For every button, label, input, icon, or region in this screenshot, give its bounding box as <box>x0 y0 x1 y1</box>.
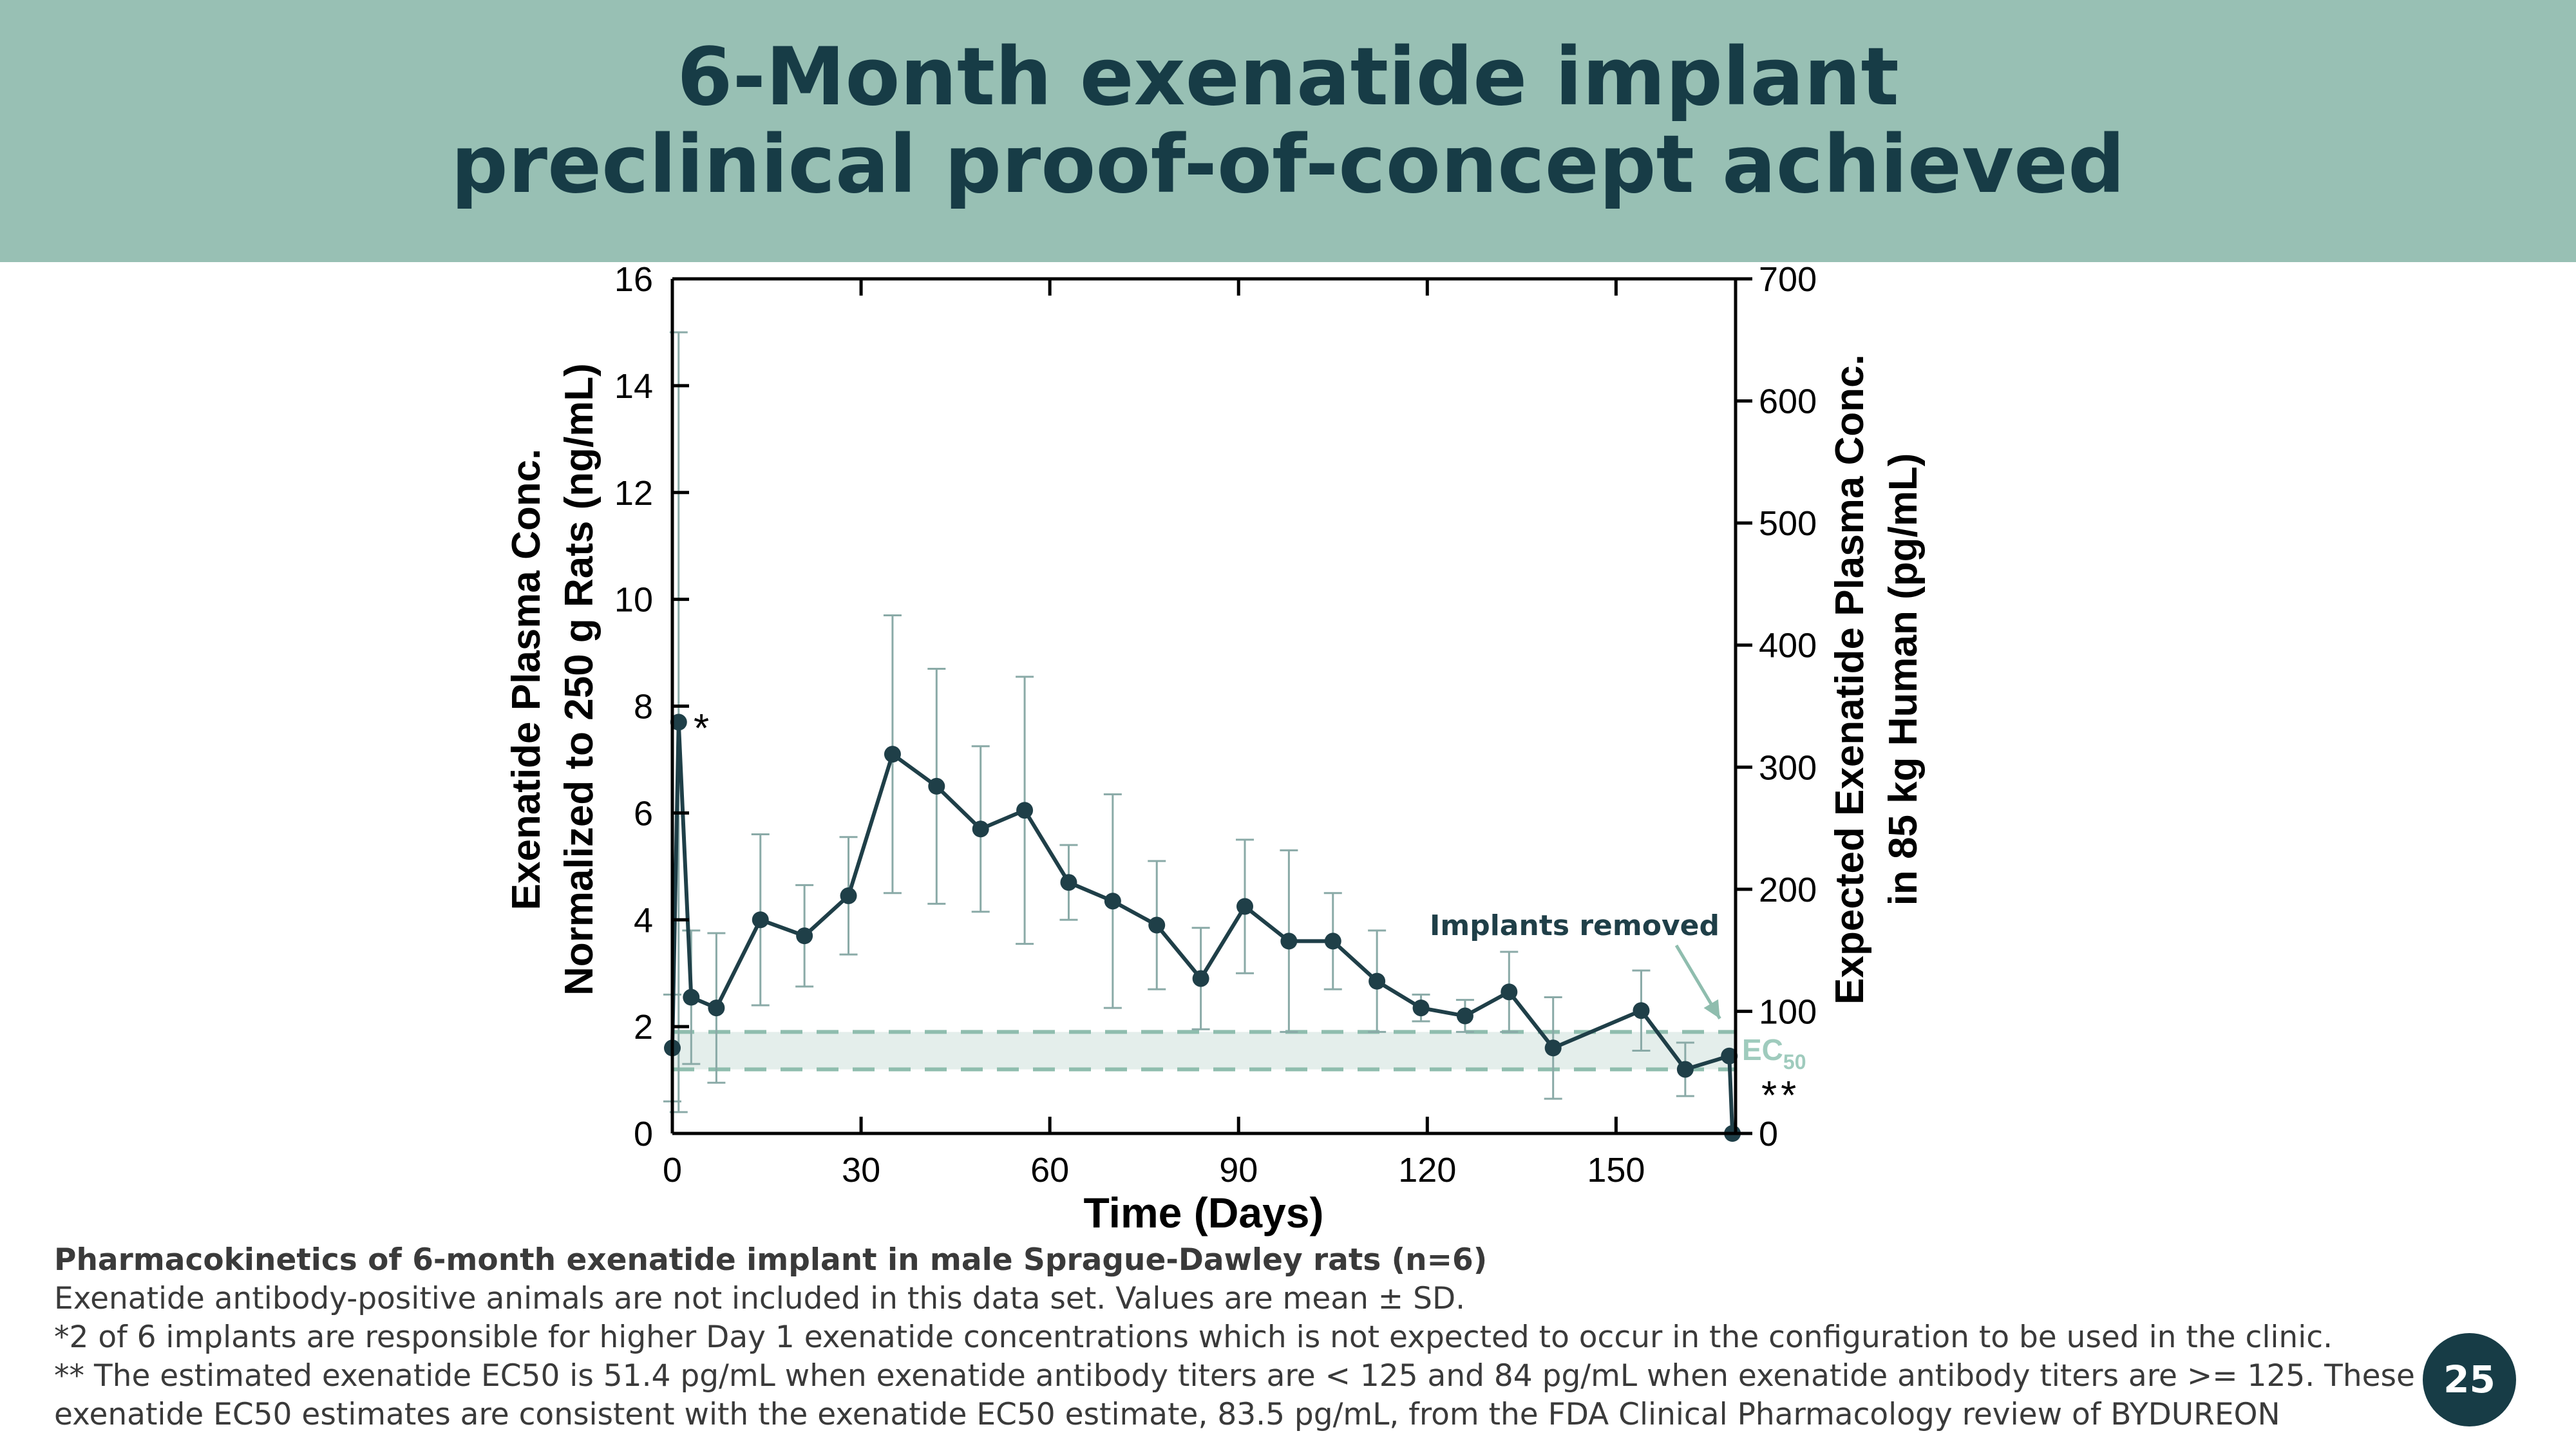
data-point <box>670 714 687 731</box>
y-tick-label-right: 400 <box>1759 627 1817 665</box>
x-tick-label: 30 <box>842 1151 880 1189</box>
data-point <box>1192 970 1209 987</box>
y-tick-label-left: 6 <box>634 794 653 833</box>
y-tick-label-left: 16 <box>614 260 653 299</box>
data-point <box>708 999 725 1017</box>
y-axis-label-left-line2: Normalized to 250 g Rats (ng/mL) <box>557 363 601 996</box>
slide-title-line1: 6-Month exenatide implant <box>677 31 1899 124</box>
data-point <box>752 911 769 929</box>
y-axis-label-right-line1: Expected Exenatide Plasma Conc. <box>1828 354 1872 1005</box>
data-point <box>683 989 700 1006</box>
y-tick-label-left: 0 <box>634 1115 653 1153</box>
x-tick-label: 60 <box>1030 1151 1069 1189</box>
y-tick-label-right: 500 <box>1759 504 1817 543</box>
data-point <box>1676 1061 1694 1078</box>
x-tick-label: 120 <box>1398 1151 1456 1189</box>
slide-title-line2: preclinical proof-of-concept achieved <box>451 118 2125 211</box>
data-point <box>1456 1007 1473 1025</box>
ec50-label: EC50 <box>1742 1033 1806 1074</box>
data-point <box>1280 933 1298 950</box>
caption-line-5: exenatide EC50 estimates are consistent … <box>54 1397 2280 1432</box>
title-banner: 6-Month exenatide implant preclinical pr… <box>0 0 2576 262</box>
data-point <box>1501 983 1518 1001</box>
caption-title: Pharmacokinetics of 6-month exenatide im… <box>54 1242 1488 1278</box>
data-point <box>840 887 857 904</box>
data-point <box>1412 999 1430 1017</box>
figure-caption: Pharmacokinetics of 6-month exenatide im… <box>54 1241 2415 1434</box>
y-tick-label-left: 14 <box>614 367 653 406</box>
x-tick-label: 150 <box>1587 1151 1645 1189</box>
y-tick-label-right: 700 <box>1759 260 1817 299</box>
data-point <box>928 777 945 795</box>
y-tick-label-left: 10 <box>614 581 653 620</box>
y-tick-label-right: 100 <box>1759 992 1817 1031</box>
caption-line-2: Exenatide antibody-positive animals are … <box>54 1281 1466 1316</box>
y-tick-label-right: 0 <box>1759 1115 1778 1153</box>
data-point <box>1324 933 1341 950</box>
data-point <box>1104 893 1121 910</box>
data-point <box>1060 874 1077 891</box>
page-number-badge: 25 <box>2423 1333 2516 1426</box>
data-point <box>1368 972 1386 990</box>
implants-removed-arrowhead <box>1703 999 1720 1019</box>
data-point <box>972 820 989 838</box>
y-axis-label-left-line1: Exenatide Plasma Conc. <box>504 449 549 911</box>
y-axis-label-right-line2: in 85 kg Human (pg/mL) <box>1881 453 1926 906</box>
y-tick-label-left: 2 <box>634 1008 653 1046</box>
data-point <box>1721 1047 1738 1065</box>
y-tick-label-right: 600 <box>1759 383 1817 421</box>
day1-asterisk: * <box>694 706 709 751</box>
data-point <box>1016 802 1034 819</box>
x-tick-label: 90 <box>1219 1151 1258 1189</box>
x-axis-label: Time (Days) <box>1084 1189 1324 1236</box>
data-point <box>1148 916 1166 934</box>
end-double-asterisk: ** <box>1761 1074 1800 1118</box>
y-tick-label-right: 300 <box>1759 748 1817 787</box>
y-tick-label-left: 8 <box>634 688 653 726</box>
data-point <box>884 746 901 763</box>
implants-removed-label: Implants removed <box>1430 909 1719 942</box>
data-point <box>1236 898 1253 915</box>
caption-line-4: ** The estimated exenatide EC50 is 51.4 … <box>54 1358 2415 1394</box>
data-point <box>1633 1002 1650 1019</box>
y-tick-label-left: 4 <box>634 901 653 940</box>
ec50-label-subscript: 50 <box>1783 1050 1806 1074</box>
data-point <box>796 927 813 945</box>
y-tick-label-left: 12 <box>614 474 653 513</box>
y-tick-label-right: 200 <box>1759 871 1817 909</box>
ec50-label-main: EC <box>1742 1033 1783 1066</box>
data-point <box>1544 1039 1562 1057</box>
caption-line-3: *2 of 6 implants are responsible for hig… <box>54 1320 2333 1355</box>
x-tick-label: 0 <box>663 1151 682 1189</box>
